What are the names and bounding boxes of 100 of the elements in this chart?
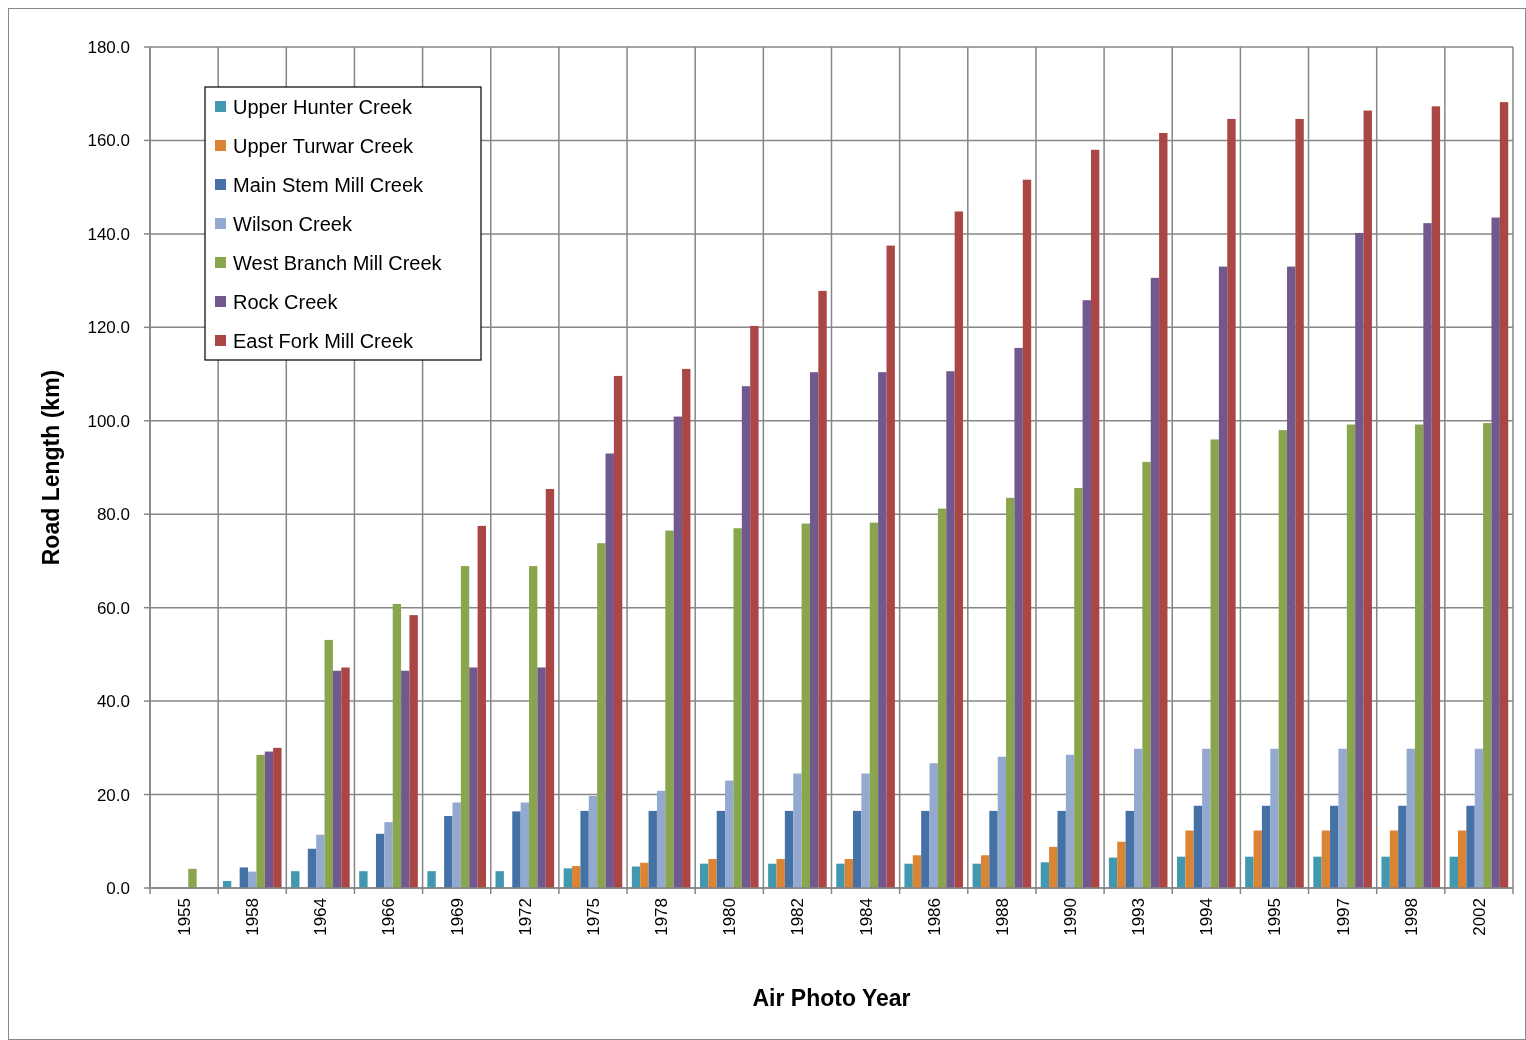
- bar: [954, 211, 964, 888]
- x-tick-label: 1966: [379, 898, 399, 936]
- bar: [878, 372, 887, 888]
- bar: [861, 773, 870, 888]
- bar: [656, 790, 666, 888]
- y-tick-label: 140.0: [87, 224, 130, 244]
- bar: [1499, 102, 1509, 888]
- x-tick-label: 1982: [788, 898, 808, 936]
- x-tick-label: 1995: [1265, 898, 1285, 936]
- bar: [1202, 748, 1211, 888]
- bar: [776, 859, 785, 888]
- bar: [1431, 106, 1441, 888]
- bar: [1449, 856, 1458, 888]
- bar: [563, 868, 573, 888]
- bar: [316, 834, 325, 888]
- bar: [392, 603, 402, 888]
- bar: [460, 566, 470, 888]
- x-tick-label: 1969: [447, 898, 467, 936]
- bar: [793, 773, 802, 888]
- bar: [1363, 110, 1372, 888]
- bar: [520, 802, 530, 888]
- y-tick-label: 180.0: [87, 37, 130, 57]
- x-tick-label: 1964: [311, 898, 331, 936]
- bar: [818, 290, 827, 888]
- bar: [1057, 810, 1066, 888]
- bar: [1227, 118, 1236, 888]
- bar: [801, 523, 810, 888]
- bar: [853, 810, 862, 888]
- legend-label: Main Stem Mill Creek: [233, 174, 425, 196]
- x-tick-label: 1958: [243, 898, 263, 936]
- bar: [1423, 223, 1432, 888]
- bar: [1040, 862, 1050, 888]
- bar: [444, 816, 453, 888]
- bar: [725, 780, 734, 888]
- x-tick-label: 1990: [1060, 898, 1080, 936]
- bar: [1022, 179, 1032, 888]
- bar: [239, 867, 249, 888]
- bar: [946, 371, 955, 888]
- bar: [1082, 300, 1091, 888]
- y-tick-label: 80.0: [96, 505, 130, 525]
- bar: [750, 325, 759, 888]
- x-axis-title: Air Photo Year: [752, 985, 911, 1011]
- bar: [341, 667, 350, 888]
- bar: [1177, 856, 1186, 888]
- bar: [673, 416, 683, 888]
- bar: [605, 453, 614, 888]
- bar: [545, 488, 555, 888]
- bar: [427, 871, 436, 888]
- x-tick-label: 1972: [515, 898, 535, 936]
- bar: [1295, 118, 1304, 888]
- bar: [640, 862, 649, 888]
- bar: [699, 863, 709, 888]
- x-tick-label: 1980: [720, 898, 740, 936]
- bar: [1398, 805, 1407, 888]
- bar: [1065, 754, 1075, 888]
- bar: [1108, 857, 1118, 888]
- legend-label: Rock Creek: [233, 291, 339, 313]
- bar: [741, 386, 751, 888]
- bar: [1355, 232, 1364, 888]
- bar: [613, 375, 623, 888]
- bar: [708, 859, 717, 888]
- bar: [1414, 424, 1424, 888]
- bar: [904, 863, 913, 888]
- bar: [1133, 748, 1143, 888]
- x-tick-label: 1975: [583, 898, 603, 936]
- bar: [1159, 132, 1168, 888]
- y-tick-label: 100.0: [87, 411, 130, 431]
- legend-label: East Fork Mill Creek: [233, 330, 415, 352]
- bar: [809, 372, 819, 888]
- bar: [495, 871, 504, 888]
- bar: [264, 751, 274, 888]
- y-axis-title: Road Length (km): [38, 369, 64, 566]
- bar: [1142, 461, 1151, 888]
- bar: [291, 871, 300, 888]
- bar: [1457, 830, 1467, 888]
- bar: [1346, 424, 1356, 888]
- x-tick-label: 1993: [1129, 898, 1149, 936]
- bar: [537, 667, 546, 888]
- bar: [1074, 488, 1083, 888]
- bar: [869, 522, 879, 888]
- bar: [989, 810, 998, 888]
- bar: [1193, 805, 1203, 888]
- bar: [648, 810, 657, 888]
- bar: [1381, 856, 1390, 888]
- bar: [997, 756, 1007, 888]
- bar: [1287, 266, 1296, 888]
- x-tick-label: 1955: [175, 898, 195, 936]
- bar: [324, 639, 333, 888]
- bar: [972, 863, 981, 888]
- bar: [665, 530, 674, 888]
- bar: [784, 810, 794, 888]
- bar: [844, 859, 854, 888]
- x-tick-label: 1986: [924, 898, 944, 936]
- bar: [1474, 748, 1484, 888]
- bar: [1321, 830, 1331, 888]
- y-tick-label: 160.0: [87, 131, 130, 151]
- bar: [332, 670, 342, 888]
- bar: [529, 566, 538, 888]
- bar: [1245, 856, 1254, 888]
- bar: [1338, 748, 1347, 888]
